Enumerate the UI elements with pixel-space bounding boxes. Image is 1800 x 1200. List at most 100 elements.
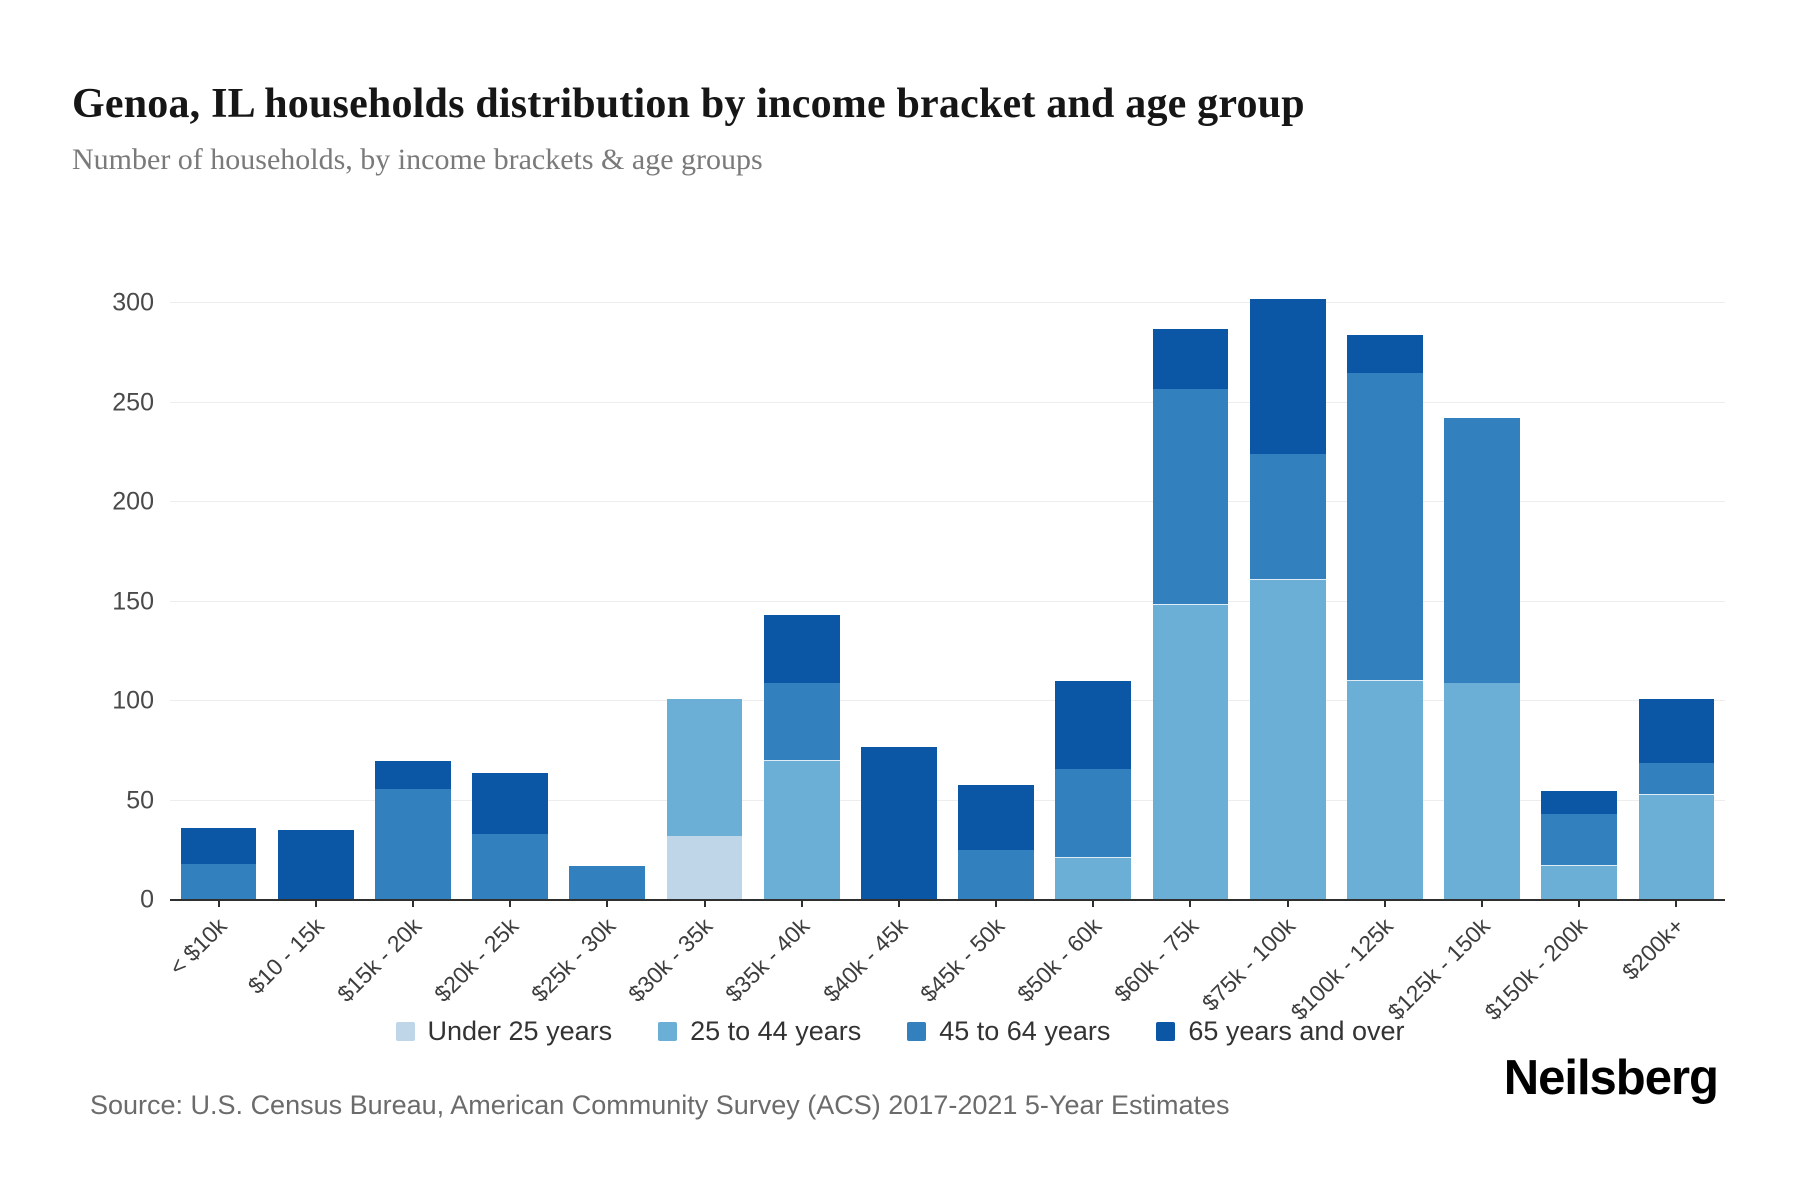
bar-slot [1531, 790, 1628, 900]
x-tick [897, 900, 900, 907]
x-tick [314, 900, 317, 907]
bar-segment-65-years-and-over[interactable] [375, 760, 451, 789]
bar-segment-45-to-64-years[interactable] [1444, 418, 1520, 684]
bar-segment-45-to-64-years[interactable] [569, 866, 646, 900]
bar-segment-25-to-44-years[interactable] [1152, 605, 1229, 900]
bar-$200k+[interactable] [1638, 699, 1715, 900]
bar-segment-25-to-44-years[interactable] [1541, 866, 1618, 900]
bar-segment-25-to-44-years[interactable] [1055, 858, 1132, 900]
bar-segment-45-to-64-years[interactable] [1055, 768, 1132, 859]
gridline-200 [170, 501, 1725, 502]
bar-$20k - 25k[interactable] [472, 772, 549, 900]
bar-segment-65-years-and-over[interactable] [1346, 334, 1423, 373]
bar-segment-45-to-64-years[interactable] [1249, 454, 1326, 580]
bar-slot [1433, 418, 1530, 900]
x-tick-label: $200k+ [1617, 912, 1690, 985]
legend-label: 25 to 44 years [690, 1016, 862, 1046]
bar-segment-under-25-years[interactable] [666, 836, 743, 900]
bar-slot [850, 746, 947, 900]
bar-segment-65-years-and-over[interactable] [1055, 681, 1132, 769]
bar-$75k - 100k[interactable] [1249, 299, 1326, 900]
x-tick-label: $20k - 25k [428, 912, 524, 1007]
x-tick [1481, 900, 1484, 907]
bar-segment-65-years-and-over[interactable] [958, 784, 1034, 851]
bar-segment-45-to-64-years[interactable] [180, 864, 257, 900]
legend-swatch [658, 1022, 678, 1041]
bar-$125k - 150k[interactable] [1444, 418, 1520, 900]
bar-slot [559, 866, 656, 900]
bar-segment-65-years-and-over[interactable] [1541, 790, 1618, 815]
gridline-100 [170, 700, 1725, 701]
bar-slot [1142, 328, 1239, 900]
x-tick-label: $45k - 50k [914, 912, 1010, 1007]
bar-$25k - 30k[interactable] [569, 866, 646, 900]
bar-segment-65-years-and-over[interactable] [1249, 299, 1326, 455]
bar-slot [364, 760, 461, 900]
x-tick-label: $35k - 40k [720, 912, 815, 1007]
x-tick [509, 900, 512, 907]
neilsberg-logo[interactable]: Neilsberg [1503, 1051, 1719, 1105]
bar-segment-45-to-64-years[interactable] [1638, 762, 1715, 795]
bar-segment-45-to-64-years[interactable] [1152, 388, 1229, 606]
x-tick-label: < $10k [163, 912, 232, 981]
x-tick [217, 900, 220, 907]
bar-segment-25-to-44-years[interactable] [763, 760, 840, 900]
bar-$35k - 40k[interactable] [763, 615, 840, 900]
bar-segment-65-years-and-over[interactable] [1152, 328, 1229, 389]
bar-$50k - 60k[interactable] [1055, 681, 1132, 900]
legend-swatch [395, 1022, 415, 1041]
x-tick-label: $10 - 15k [242, 912, 329, 999]
bar-$150k - 200k[interactable] [1541, 790, 1618, 900]
bar-$45k - 50k[interactable] [958, 784, 1034, 900]
x-tick [1092, 900, 1095, 907]
x-axis-line [170, 899, 1725, 901]
y-tick-label-250: 250 [112, 388, 154, 416]
bar-segment-25-to-44-years[interactable] [666, 699, 743, 837]
x-tick-label: $100k - 125k [1285, 912, 1398, 1026]
bar-slot [948, 784, 1045, 900]
bar-segment-65-years-and-over[interactable] [277, 830, 354, 900]
bar-segment-25-to-44-years[interactable] [1249, 579, 1326, 900]
bar-segment-45-to-64-years[interactable] [1346, 372, 1423, 682]
gridline-250 [170, 401, 1725, 403]
bar-segment-25-to-44-years[interactable] [1638, 794, 1715, 900]
bar-segment-25-to-44-years[interactable] [1444, 683, 1520, 900]
bar-slot [656, 699, 753, 900]
y-tick-label-200: 200 [112, 487, 154, 516]
gridline-150 [170, 600, 1725, 602]
x-tick [703, 900, 706, 907]
bar-$10 - 15k[interactable] [277, 830, 354, 900]
bar-$30k - 35k[interactable] [666, 699, 743, 900]
bar-segment-45-to-64-years[interactable] [1541, 814, 1618, 867]
x-tick [1286, 900, 1289, 907]
bar-$15k - 20k[interactable] [375, 760, 451, 900]
bar-segment-65-years-and-over[interactable] [763, 615, 840, 684]
legend-item-under-25-years[interactable]: Under 25 years [395, 1016, 612, 1047]
x-tick [606, 900, 609, 907]
x-tick-label: $30k - 35k [623, 912, 718, 1007]
bar-$40k - 45k[interactable] [861, 746, 937, 900]
bar-< $10k[interactable] [180, 828, 257, 900]
legend-item-25-to-44-years[interactable]: 25 to 44 years [658, 1016, 861, 1047]
bar-segment-65-years-and-over[interactable] [472, 772, 549, 835]
bar-slot [1239, 299, 1336, 900]
bar-slot [170, 828, 267, 900]
bar-segment-45-to-64-years[interactable] [958, 850, 1034, 900]
bar-$60k - 75k[interactable] [1152, 328, 1229, 900]
bar-segment-65-years-and-over[interactable] [1638, 699, 1715, 763]
bar-slot [267, 830, 364, 900]
bar-$100k - 125k[interactable] [1346, 334, 1423, 900]
x-tick-label: $60k - 75k [1109, 912, 1204, 1007]
legend-item-65-years-and-over[interactable]: 65 years and over [1156, 1016, 1405, 1047]
bar-segment-65-years-and-over[interactable] [180, 828, 257, 865]
x-tick [1578, 900, 1581, 907]
bar-slot [1045, 681, 1142, 900]
bar-segment-45-to-64-years[interactable] [763, 683, 840, 761]
x-tick-label: $25k - 30k [525, 912, 621, 1007]
bar-segment-65-years-and-over[interactable] [861, 746, 937, 900]
bar-segment-45-to-64-years[interactable] [375, 788, 451, 900]
legend-item-45-to-64-years[interactable]: 45 to 64 years [907, 1016, 1110, 1047]
bar-segment-25-to-44-years[interactable] [1346, 681, 1423, 900]
bar-segment-45-to-64-years[interactable] [472, 834, 549, 900]
y-tick-label-0: 0 [140, 885, 154, 914]
